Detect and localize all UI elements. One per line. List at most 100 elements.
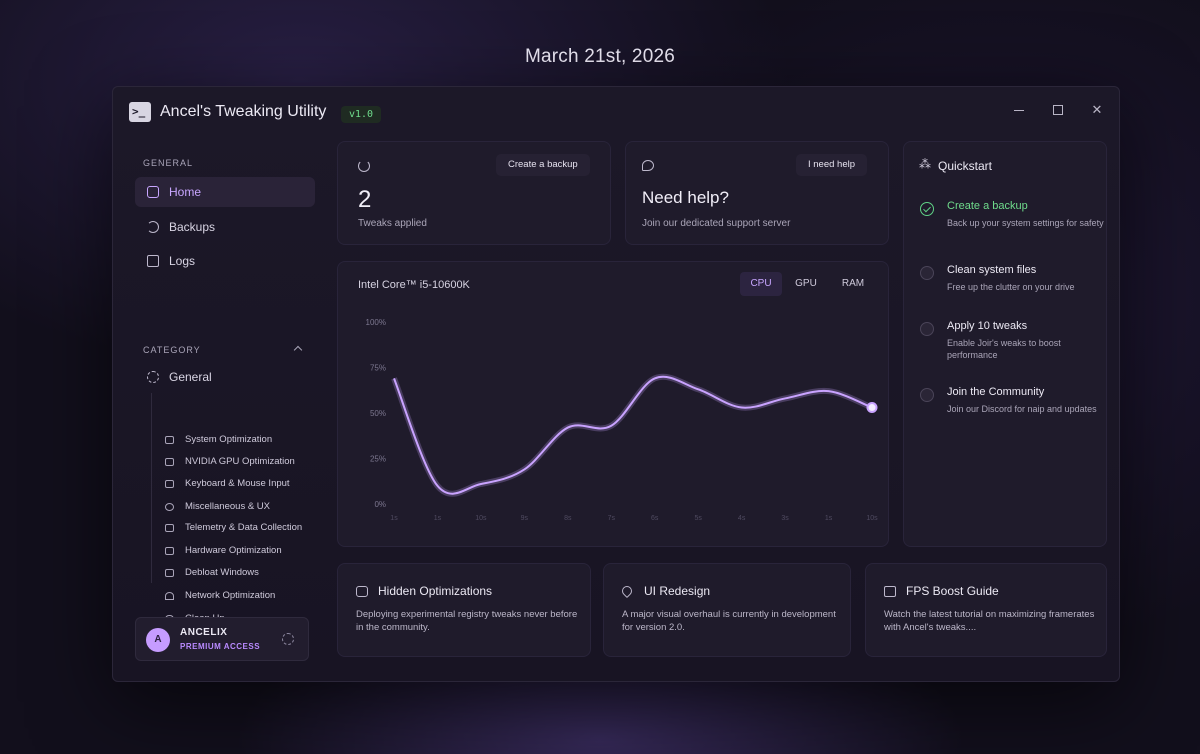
eye-icon bbox=[165, 503, 174, 511]
sidebar-subitem-label: System Optimization bbox=[185, 434, 273, 445]
general-section-label: GENERAL bbox=[143, 158, 194, 168]
version-badge: v1.0 bbox=[341, 106, 382, 123]
y-tick-label: 100% bbox=[366, 318, 386, 327]
card-title: Hidden Optimizations bbox=[378, 584, 493, 598]
minimize-button[interactable] bbox=[1006, 99, 1032, 121]
sidebar-subitem-label: Miscellaneous & UX bbox=[185, 501, 271, 512]
ui-redesign-card[interactable]: UI Redesign A major visual overhaul is c… bbox=[603, 563, 851, 657]
y-tick-label: 25% bbox=[370, 455, 386, 464]
help-caption: Join our dedicated support server bbox=[642, 218, 791, 229]
pending-circle-icon bbox=[920, 388, 934, 402]
y-tick-label: 75% bbox=[370, 364, 386, 373]
date-heading: March 21st, 2026 bbox=[524, 46, 675, 67]
refresh-icon bbox=[358, 160, 370, 172]
lock-icon bbox=[356, 586, 368, 597]
settings-gear-icon[interactable] bbox=[282, 633, 294, 645]
maximize-button[interactable] bbox=[1045, 99, 1071, 121]
category-general-label: General bbox=[169, 370, 212, 384]
sidebar-subitem-label: Keyboard & Mouse Input bbox=[185, 478, 290, 489]
card-desc: A major visual overhaul is currently in … bbox=[622, 609, 836, 633]
need-help-card: I need help Need help? Join our dedicate… bbox=[625, 141, 889, 245]
sidebar: GENERAL Home Backups Logs CATEGORY Gener… bbox=[127, 137, 317, 677]
tree-divider bbox=[151, 393, 152, 583]
quickstart-item-desc: Free up the clutter on your drive bbox=[947, 282, 1075, 292]
resource-tabs: CPU GPU RAM bbox=[740, 272, 876, 296]
quickstart-item-desc: Join our Discord for naip and updates bbox=[947, 404, 1097, 414]
sidebar-item-home[interactable]: Home bbox=[135, 177, 315, 207]
sidebar-subitem-keyboard-mouse[interactable]: Keyboard & Mouse Input bbox=[163, 474, 323, 494]
sparkle-icon: ⁂ bbox=[919, 157, 931, 171]
hidden-optimizations-card[interactable]: Hidden Optimizations Deploying experimen… bbox=[337, 563, 591, 657]
sidebar-item-label: Backups bbox=[169, 220, 216, 234]
sidebar-item-label: Home bbox=[169, 185, 202, 199]
category-general[interactable]: General bbox=[135, 363, 315, 391]
quickstart-item-desc: Enable Joir's weaks to boost performance bbox=[947, 338, 1061, 360]
current-value-point[interactable] bbox=[866, 402, 878, 414]
chat-bubble-icon bbox=[642, 160, 654, 171]
rocket-icon bbox=[619, 583, 635, 599]
tab-cpu[interactable]: CPU bbox=[740, 272, 782, 296]
card-title: UI Redesign bbox=[644, 584, 711, 598]
sidebar-subitem-telemetry[interactable]: Telemetry & Data Collection bbox=[163, 518, 323, 538]
user-plan-badge: PREMIUM ACCESS bbox=[180, 642, 261, 651]
cpu-icon bbox=[165, 436, 174, 444]
card-desc: Deploying experimental registry tweaks n… bbox=[356, 609, 578, 633]
quickstart-item-desc: Back up your system settings for safety bbox=[947, 218, 1104, 228]
x-tick-label: 9s bbox=[521, 515, 529, 522]
category-section-label: CATEGORY bbox=[143, 345, 201, 355]
sidebar-item-logs[interactable]: Logs bbox=[135, 246, 315, 276]
x-tick-label: 7s bbox=[608, 515, 616, 522]
tweaks-count: 2 bbox=[358, 186, 372, 213]
app-window: >_ Ancel's Tweaking Utility v1.0 ✕ GENER… bbox=[112, 86, 1120, 682]
sidebar-subitem-nvidia-gpu[interactable]: NVIDIA GPU Optimization bbox=[163, 452, 323, 472]
sidebar-subitem-debloat[interactable]: Debloat Windows bbox=[163, 563, 323, 583]
fps-boost-guide-card[interactable]: FPS Boost Guide Watch the latest tutoria… bbox=[865, 563, 1107, 657]
user-name: ANCELIX bbox=[180, 627, 228, 638]
x-tick-label: 4s bbox=[738, 515, 746, 522]
title-bar: >_ Ancel's Tweaking Utility v1.0 ✕ bbox=[113, 87, 1119, 137]
x-tick-label: 3s bbox=[781, 515, 789, 522]
x-tick-label: 5s bbox=[694, 515, 702, 522]
quickstart-panel: ⁂ Quickstart Create a backup Back up you… bbox=[903, 141, 1107, 547]
monitor-icon bbox=[165, 458, 174, 466]
card-title: FPS Boost Guide bbox=[906, 584, 999, 598]
x-tick-label: 1s bbox=[825, 515, 833, 522]
terminal-icon: >_ bbox=[129, 102, 151, 122]
close-button[interactable]: ✕ bbox=[1091, 102, 1103, 117]
sidebar-subitem-label: Hardware Optimization bbox=[185, 545, 282, 556]
user-card[interactable]: A ANCELIX PREMIUM ACCESS bbox=[135, 617, 309, 661]
tweaks-caption: Tweaks applied bbox=[358, 218, 427, 229]
tab-gpu[interactable]: GPU bbox=[795, 278, 817, 289]
sidebar-subitem-hardware[interactable]: Hardware Optimization bbox=[163, 541, 323, 561]
need-help-button[interactable]: I need help bbox=[796, 154, 868, 176]
trash-icon bbox=[165, 569, 174, 577]
quickstart-title: Quickstart bbox=[938, 159, 993, 173]
sidebar-subitem-system-optimization[interactable]: System Optimization bbox=[163, 430, 323, 450]
gear-icon bbox=[147, 371, 159, 383]
quickstart-item-title: Join the Community bbox=[947, 386, 1045, 398]
wifi-icon bbox=[165, 592, 174, 600]
help-title: Need help? bbox=[642, 188, 729, 207]
check-circle-icon bbox=[920, 202, 934, 216]
sidebar-subitem-label: Telemetry & Data Collection bbox=[185, 522, 303, 533]
sidebar-subitem-misc-ux[interactable]: Miscellaneous & UX bbox=[163, 497, 323, 517]
sidebar-subitem-label: NVIDIA GPU Optimization bbox=[185, 456, 295, 467]
create-backup-button[interactable]: Create a backup bbox=[496, 154, 590, 176]
x-tick-label: 1s bbox=[434, 515, 442, 522]
sidebar-item-backups[interactable]: Backups bbox=[135, 212, 315, 242]
x-tick-label: 8s bbox=[564, 515, 572, 522]
x-tick-label: 1s bbox=[390, 515, 398, 522]
line-chart: 100% 75% 50% 25% 0% 1s 1s 10s 9s 8s 7s 6s 5s 4s 3s 1s 10… bbox=[366, 318, 879, 522]
chevron-up-icon[interactable] bbox=[293, 343, 305, 355]
tab-ram[interactable]: RAM bbox=[841, 278, 865, 289]
tv-icon bbox=[884, 586, 896, 597]
y-tick-label: 50% bbox=[370, 409, 386, 418]
avatar: A bbox=[146, 628, 170, 652]
sidebar-subitem-label: Debloat Windows bbox=[185, 567, 259, 578]
chart-title: Intel Core™ i5-10600K bbox=[358, 279, 470, 291]
sidebar-subitem-network[interactable]: Network Optimization bbox=[163, 586, 323, 606]
cpu-usage-chart-card: Intel Core™ i5-10600K CPU GPU RAM 100% 75… bbox=[337, 261, 889, 547]
home-grid-icon bbox=[147, 186, 159, 198]
backup-icon bbox=[147, 221, 159, 233]
tweaks-applied-card: Create a backup 2 Tweaks applied bbox=[337, 141, 611, 245]
